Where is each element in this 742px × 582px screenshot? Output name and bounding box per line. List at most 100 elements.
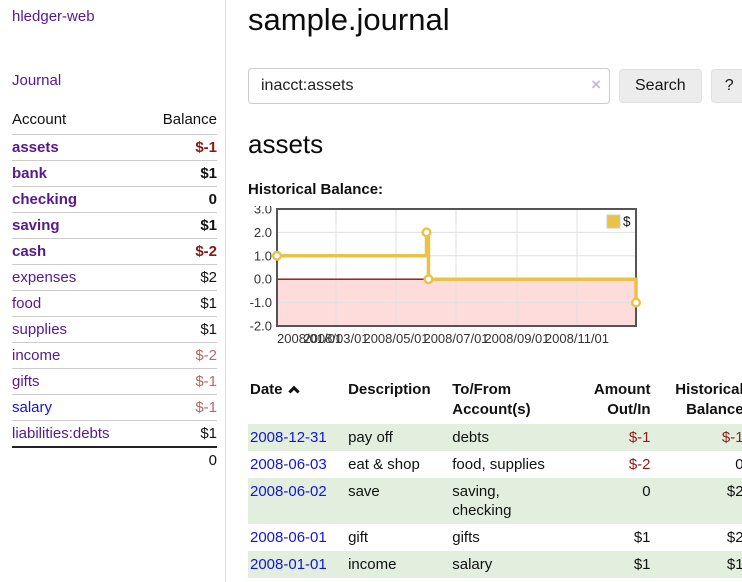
account-link-liabilities-debts[interactable]: liabilities:debts [12,425,110,442]
transaction-amount: 0 [642,483,651,500]
transaction-balance: 0 [735,456,742,473]
help-button[interactable]: ? [710,69,742,103]
account-link-food[interactable]: food [12,295,42,312]
transaction-balance: $2 [726,529,742,546]
account-link-supplies[interactable]: supplies [12,321,68,338]
accounts-header-balance: Balance [162,111,217,128]
register-row: 2008-12-31 pay off debts $-1 $-1 [248,424,742,451]
y-tick-label: 3.0 [254,206,272,217]
transaction-accounts: salary [452,556,493,573]
search-input[interactable] [248,68,610,104]
register-header-date[interactable]: Date [248,379,346,424]
register-row: 2008-06-03 eat & shop food, supplies $-2 0 [248,451,742,478]
account-balance: $1 [200,321,217,338]
transaction-accounts: debts [452,429,489,446]
x-tick-label: 2008/03/01 [303,331,368,346]
account-row: expenses $2 [12,264,217,291]
y-tick-label: 2.0 [254,225,272,240]
account-link-income[interactable]: income [12,347,61,364]
legend-swatch [606,214,621,229]
sidebar-item-journal[interactable]: Journal [12,72,62,89]
brand-link[interactable]: hledger-web [12,8,95,25]
clear-search-icon[interactable]: × [591,75,601,94]
account-balance: $1 [200,295,217,312]
transaction-description: income [348,556,397,573]
accounts-header-account: Account [12,111,67,128]
account-link-cash[interactable]: cash [12,243,47,260]
transaction-balance: $1 [726,556,742,573]
register-table: Date Description To/From Account(s) Amou… [248,379,742,578]
search-button[interactable]: Search [619,69,702,103]
page-title: sample.journal [248,2,450,37]
account-link-gifts[interactable]: gifts [12,373,40,390]
transaction-amount: $1 [633,556,651,573]
account-balance: $1 [200,425,217,442]
register-row: 2008-01-01 income salary $1 $1 [248,551,742,578]
data-point [272,250,283,261]
account-balance: $-1 [195,373,217,390]
transaction-accounts: food, supplies [452,456,545,473]
account-row: checking 0 [12,186,217,213]
y-tick-label: -1.0 [250,295,272,310]
transaction-balance: $2 [726,483,742,500]
account-row: assets $-1 [12,134,217,161]
balance-chart: 2008/01/01 2008/03/01 2008/05/01 2008/07/01… [244,202,742,358]
legend-label: $ [623,214,631,229]
transaction-description: gift [348,529,369,546]
account-balance: $1 [200,165,217,182]
account-row: cash $-2 [12,238,217,265]
data-point [421,227,432,238]
transaction-date-link[interactable]: 2008-01-01 [250,556,327,573]
transaction-description: eat & shop [348,456,420,473]
transaction-date-link[interactable]: 2008-06-02 [250,483,327,500]
account-heading: assets [248,129,324,159]
account-row: income $-2 [12,342,217,369]
account-link-saving[interactable]: saving [12,217,60,234]
transaction-date-link[interactable]: 2008-12-31 [250,429,327,446]
search-form: × Search ? [248,68,742,104]
accounts-total: 0 [143,446,217,473]
accounts-total-row: 0 [12,446,217,473]
account-link-expenses[interactable]: expenses [12,269,77,286]
transaction-amount: $-1 [628,429,651,446]
plot-border [276,208,637,327]
register-header-balance: Historical Balance [675,381,742,418]
sort-ascending-icon [287,385,300,398]
transaction-description: pay off [348,429,393,446]
account-row: saving $1 [12,212,217,239]
account-link-checking[interactable]: checking [12,191,78,208]
accounts-table: Account Balance assets $-1 bank $1 checking 0… [12,108,217,473]
account-row: liabilities:debts $1 [12,420,217,447]
y-tick-label: -2.0 [250,319,272,334]
account-balance: $-2 [195,347,217,364]
y-tick-label: 0.0 [254,272,272,287]
account-balance: 0 [208,191,217,208]
register-header-accounts: To/From Account(s) [452,381,531,418]
account-link-salary[interactable]: salary [12,399,53,416]
search-box: × [248,68,610,104]
accounts-header-row: Account Balance [12,108,217,135]
transaction-date-link[interactable]: 2008-06-03 [250,456,327,473]
x-tick-label: 2008/11/01 [545,331,609,346]
x-tick-label: 2008/07/01 [423,331,488,346]
transaction-description: save [348,483,380,500]
chart-title: Historical Balance: [248,181,384,198]
x-tick-label: 2008/09/01 [484,331,549,346]
x-tick-label: 2008/01/01 [277,331,342,346]
register-header-description: Description [348,381,431,398]
data-point [631,297,642,308]
sidebar: hledger-web Journal Account Balance asse… [0,0,226,582]
transaction-date-link[interactable]: 2008-06-01 [250,529,327,546]
account-link-bank[interactable]: bank [12,165,48,182]
transaction-amount: $1 [633,529,651,546]
account-balance: $-2 [195,243,217,260]
register-row: 2008-06-01 gift gifts $1 $2 [248,524,742,551]
account-row: gifts $-1 [12,368,217,395]
transaction-amount: $-2 [628,456,651,473]
transaction-accounts: gifts [452,529,480,546]
account-row: supplies $1 [12,316,217,343]
account-link-assets[interactable]: assets [12,139,59,156]
balance-chart-svg: 2008/01/012008/03/012008/05/012008/07/01… [250,202,642,346]
main-content: sample.journal × Search ? assets Histori… [226,0,742,582]
